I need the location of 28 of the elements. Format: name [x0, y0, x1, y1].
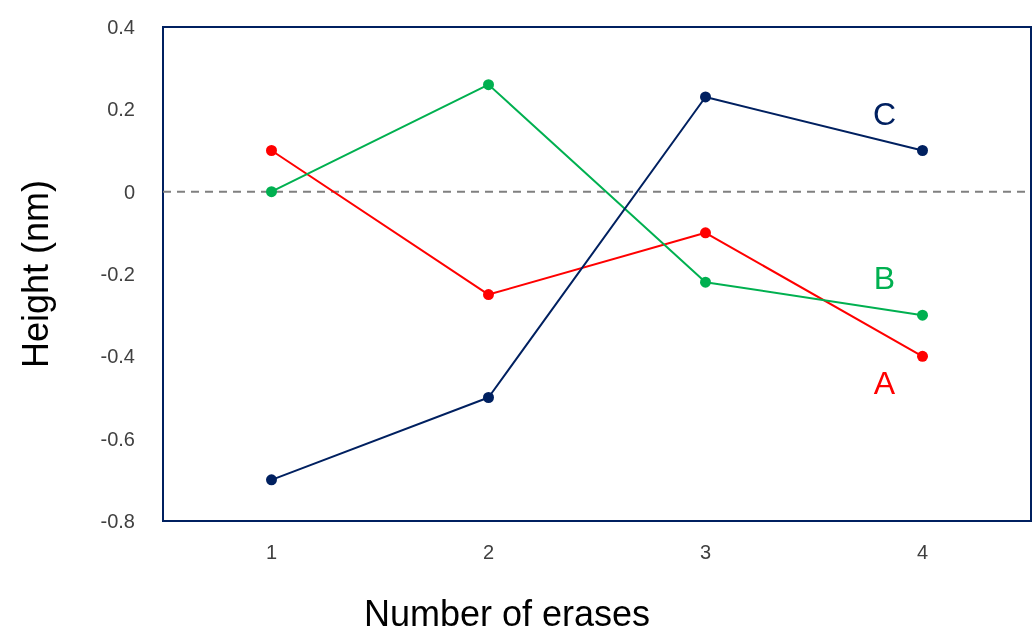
point [266, 145, 277, 156]
x-tick-label: 3 [699, 541, 712, 563]
point [917, 145, 928, 156]
x-tick-label: 1 [265, 541, 278, 563]
y-tick-label: 0.4 [107, 16, 135, 38]
y-tick-label: -0.6 [100, 427, 135, 450]
point [483, 392, 494, 403]
x-tick-label: 2 [482, 541, 495, 563]
point [700, 227, 711, 239]
point [483, 289, 494, 301]
point [917, 309, 928, 321]
series-label: C [872, 95, 897, 132]
y-tick-label: -0.8 [100, 510, 135, 532]
point [266, 186, 277, 198]
point [700, 276, 711, 288]
y-tick-label: -0.2 [100, 263, 135, 285]
series-label: A [873, 365, 896, 402]
point [700, 91, 711, 103]
y-tick-label: 0 [123, 180, 135, 203]
point [917, 350, 928, 362]
x-tick-label: 4 [916, 541, 929, 563]
point [483, 79, 494, 91]
x-axis-title: Number of erases [363, 593, 651, 634]
series-label: B [873, 260, 896, 297]
point [266, 474, 277, 486]
y-tick-label: 0.2 [107, 98, 135, 121]
y-axis-title: Height (nm) [15, 179, 56, 369]
y-tick-label: -0.4 [100, 345, 135, 368]
